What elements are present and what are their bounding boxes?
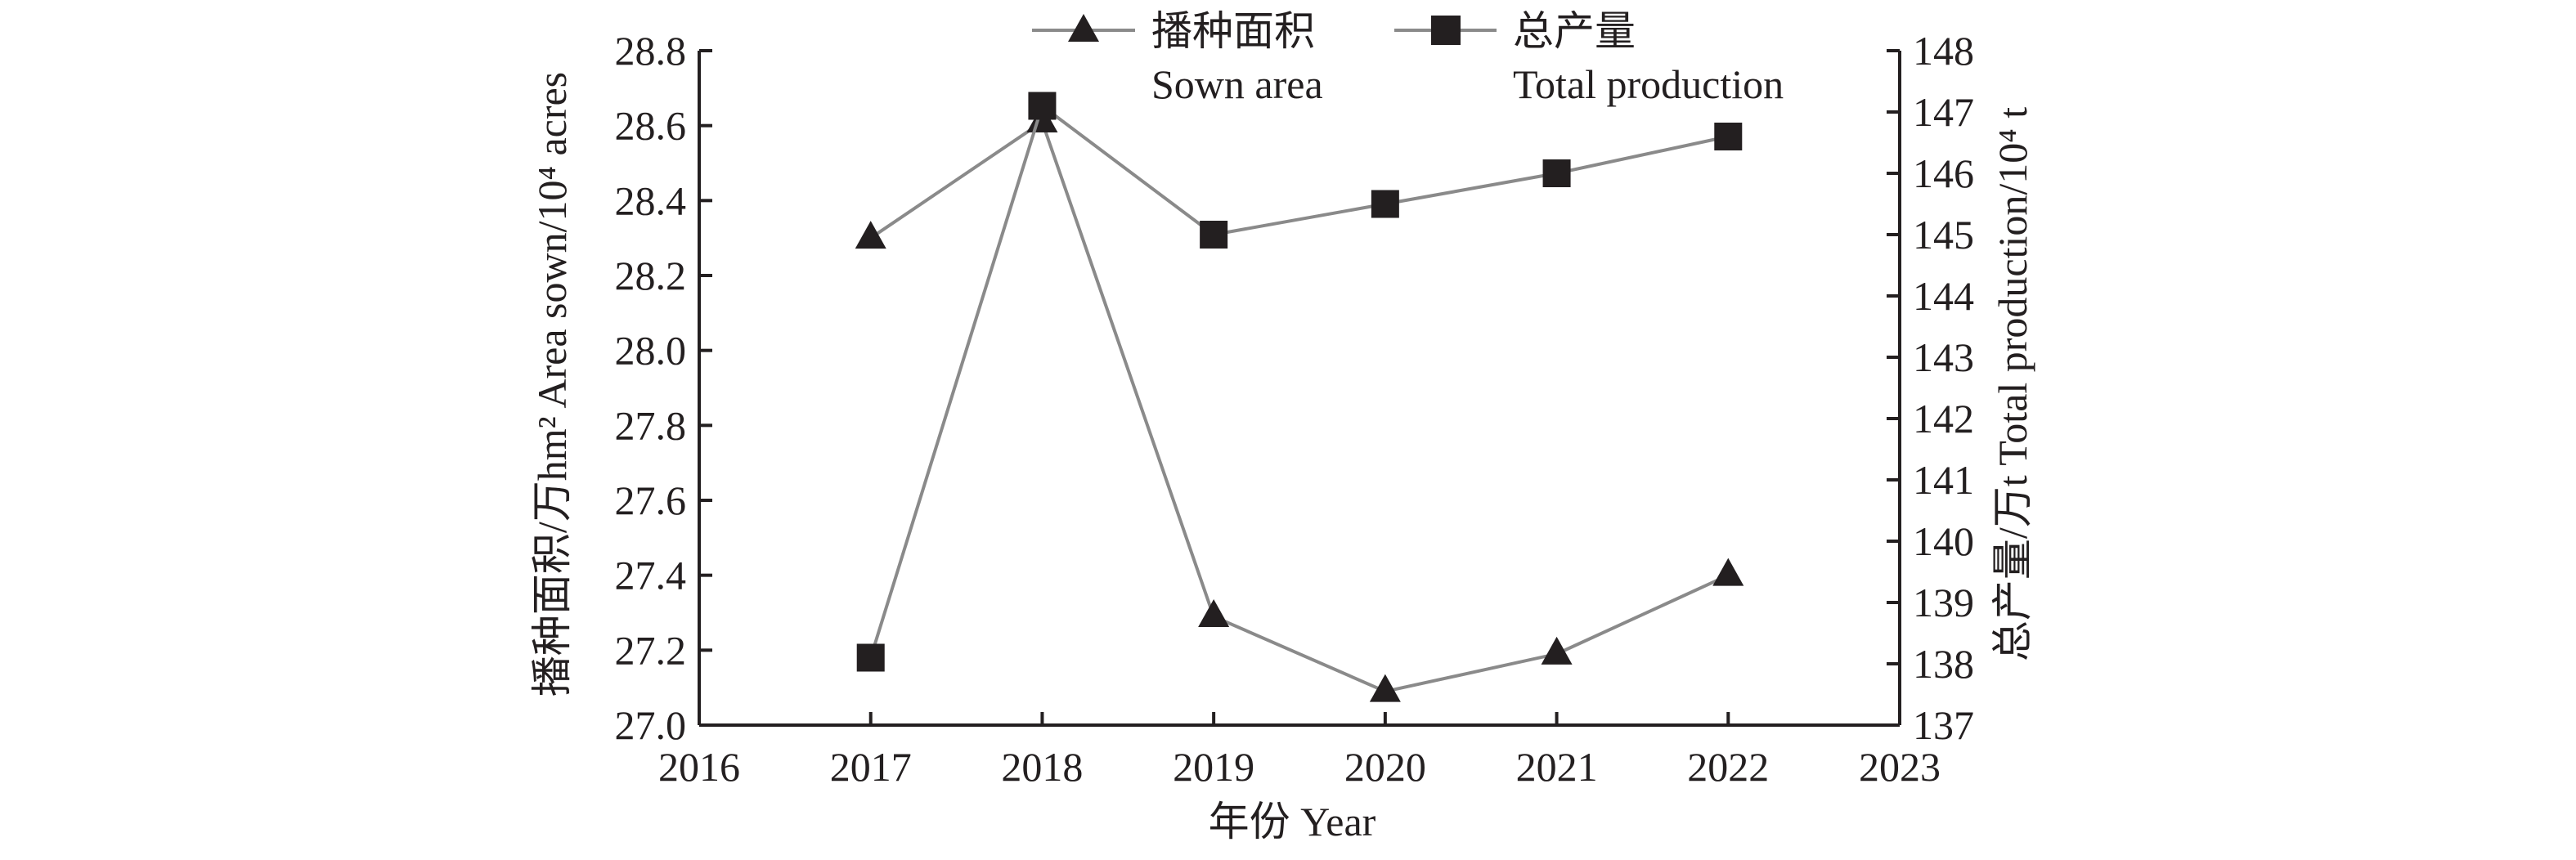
marker-total-production-square: [1371, 190, 1399, 218]
x-tick-label: 2017: [830, 744, 912, 790]
legend-label-sown-area-en: Sown area: [1151, 61, 1323, 107]
x-tick-label: 2019: [1173, 744, 1254, 790]
x-tick-label: 2021: [1516, 744, 1598, 790]
right-tick-label: 138: [1913, 641, 1974, 687]
x-axis-title: 年份 Year: [1209, 799, 1376, 844]
marker-sown-area-triangle: [855, 221, 886, 249]
right-axis-title: 总产量/万t Total production/10⁴ t: [1990, 107, 2035, 661]
x-tick-label: 2023: [1859, 744, 1941, 790]
marker-total-production-square: [1714, 123, 1743, 150]
marker-sown-area-triangle: [1712, 558, 1744, 586]
x-tick-label: 2016: [658, 744, 740, 790]
legend-label-sown-area-cn: 播种面积: [1151, 8, 1315, 54]
right-tick-label: 144: [1913, 273, 1974, 319]
marker-total-production-square: [1028, 92, 1057, 120]
series-line-sown-area: [869, 119, 1730, 693]
right-tick-label: 137: [1913, 702, 1974, 748]
legend-triangle-icon: [1068, 14, 1099, 42]
x-tick-label: 2022: [1687, 744, 1769, 790]
right-tick-label: 146: [1913, 150, 1974, 196]
legend-label-total-production-cn: 总产量: [1513, 8, 1636, 54]
right-tick-label: 140: [1913, 518, 1974, 564]
right-tick-label: 141: [1913, 457, 1974, 503]
left-tick-label: 28.0: [615, 328, 687, 374]
left-tick-label: 28.4: [615, 177, 687, 223]
right-tick-label: 147: [1913, 89, 1974, 135]
marker-total-production-square: [1542, 159, 1571, 187]
right-tick-label: 145: [1913, 212, 1974, 258]
left-tick-label: 28.2: [615, 253, 687, 298]
x-tick-label: 2018: [1001, 744, 1083, 790]
left-tick-label: 27.2: [615, 627, 687, 673]
right-tick-label: 143: [1913, 334, 1974, 380]
legend: 播种面积 Sown area 总产量 Total production: [1032, 8, 1784, 107]
left-tick-label: 28.6: [615, 103, 687, 149]
plot-area: 27.0 27.2 27.4 27.6 27.8 28.0 28.2 28.4 28.6 28.8…: [615, 28, 1975, 790]
marker-total-production-square: [856, 643, 885, 672]
left-axis-title: 播种面积/万hm² Area sown/10⁴ acres: [529, 72, 575, 697]
right-tick-label: 139: [1913, 580, 1974, 625]
right-tick-label: 148: [1913, 28, 1974, 74]
legend-label-total-production-en: Total production: [1513, 61, 1784, 107]
left-tick-label: 27.4: [615, 553, 687, 598]
marker-sown-area-triangle: [1541, 636, 1573, 665]
marker-sown-area-triangle: [1198, 599, 1230, 628]
series-line-total-production: [868, 103, 1729, 659]
left-tick-label: 27.6: [615, 477, 687, 523]
left-tick-label: 27.8: [615, 402, 687, 448]
legend-square-icon: [1431, 16, 1461, 45]
left-tick-label: 27.0: [615, 702, 687, 748]
marker-total-production-square: [1200, 221, 1228, 249]
left-tick-label: 28.8: [615, 28, 687, 74]
x-tick-label: 2020: [1344, 744, 1426, 790]
right-tick-label: 142: [1913, 396, 1974, 441]
marker-sown-area-triangle: [1369, 674, 1401, 702]
